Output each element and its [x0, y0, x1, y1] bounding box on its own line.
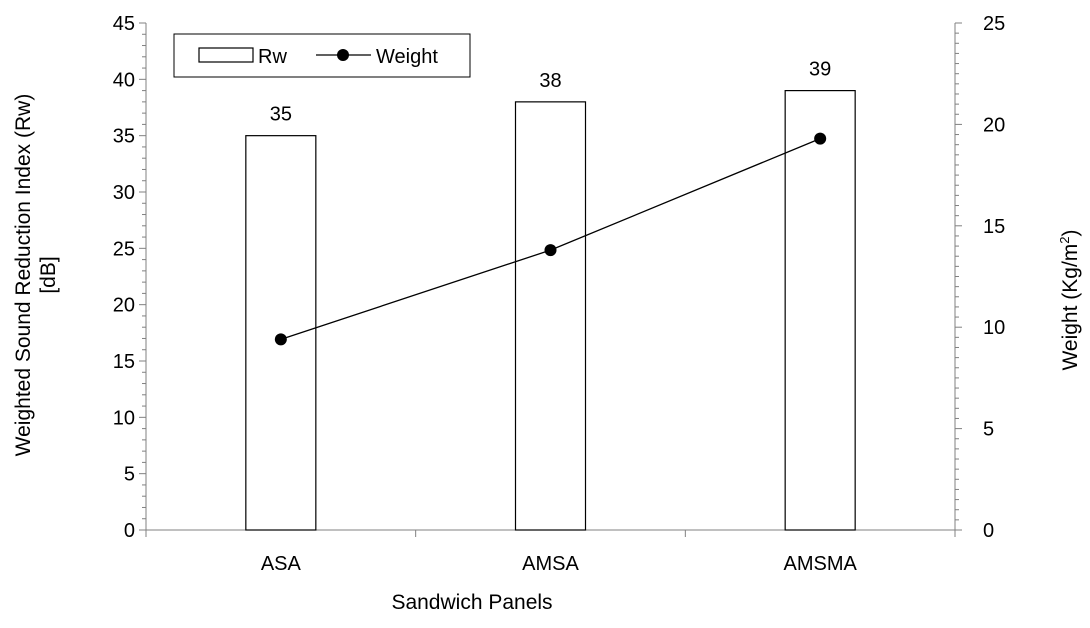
left-axis-title-line1: Weighted Sound Reduction Index (Rw) — [12, 94, 35, 457]
bar-rw — [514, 101, 587, 531]
left-tick-label: 30 — [113, 182, 135, 204]
left-axis-title-line2: [dB] — [37, 256, 60, 293]
x-tick-label: AMSA — [522, 553, 579, 575]
right-tick-label: 25 — [983, 13, 1005, 35]
x-tick-label: AMSMA — [783, 553, 857, 575]
left-tick-label: 40 — [113, 69, 135, 91]
legend-swatch-rw — [198, 47, 254, 63]
data-label-rw: 39 — [809, 59, 831, 81]
bar-rw — [245, 135, 317, 531]
weight-point — [274, 333, 287, 346]
x-tick-label: ASA — [261, 553, 302, 575]
legend-marker-weight — [337, 49, 349, 61]
left-tick-label: 5 — [124, 464, 135, 486]
left-tick-label: 45 — [113, 13, 135, 35]
x-axis-title: Sandwich Panels — [391, 591, 552, 614]
left-tick-label: 25 — [113, 238, 135, 260]
legend-label-rw: Rw — [258, 46, 287, 68]
right-axis-title-end: ) — [1059, 229, 1082, 236]
right-axis-title: Weight (Kg/m2) — [1057, 229, 1082, 370]
labels-layer: 35 38 39 — [270, 59, 832, 126]
right-axis-title-main: Weight (Kg/m — [1059, 244, 1082, 371]
right-axis-title-sup: 2 — [1057, 236, 1072, 243]
right-tick-label: 15 — [983, 216, 1005, 238]
left-axis-title: Weighted Sound Reduction Index (Rw) [dB] — [12, 94, 60, 457]
weight-point — [814, 132, 827, 145]
data-label-rw: 38 — [539, 70, 561, 92]
legend: Rw Weight — [173, 33, 471, 78]
line-layer — [274, 132, 827, 346]
data-label-rw: 35 — [270, 104, 292, 126]
left-tick-label: 15 — [113, 351, 135, 373]
left-tick-label: 10 — [113, 407, 135, 429]
right-tick-label: 5 — [983, 419, 994, 441]
bars-layer — [245, 89, 856, 531]
right-tick-label: 10 — [983, 317, 1005, 339]
weight-point — [544, 244, 557, 257]
left-tick-label: 20 — [113, 295, 135, 317]
left-tick-label: 35 — [113, 126, 135, 148]
legend-label-weight: Weight — [376, 46, 438, 68]
left-tick-label: 0 — [124, 520, 135, 542]
right-tick-label: 20 — [983, 114, 1005, 136]
right-tick-label: 0 — [983, 520, 994, 542]
bar-rw — [784, 89, 856, 531]
